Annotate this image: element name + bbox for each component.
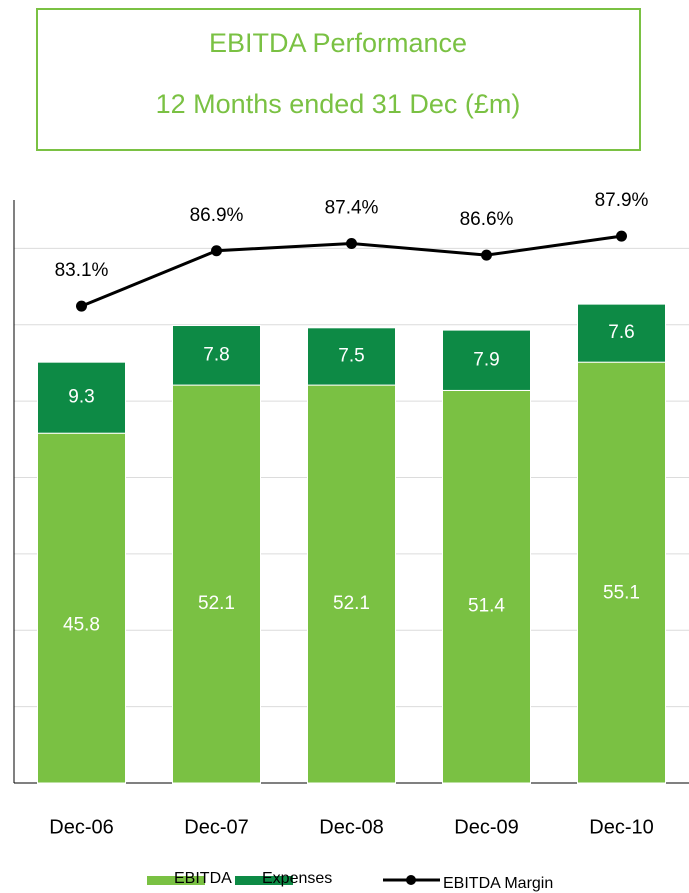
margin-point xyxy=(76,300,87,312)
data-label: 9.3 xyxy=(68,387,94,408)
data-label: 7.9 xyxy=(473,349,499,370)
x-tick-label: Dec-06 xyxy=(49,816,113,838)
margin-label: 86.9% xyxy=(190,205,244,226)
bar-segment xyxy=(172,384,261,784)
margin-point xyxy=(481,249,492,261)
margin-label: 87.4% xyxy=(325,197,379,218)
legend-label: Expenses xyxy=(262,870,332,887)
chart-subtitle: 12 Months ended 31 Dec (£m) xyxy=(156,89,521,119)
bar-segment xyxy=(37,432,126,784)
bar-segment xyxy=(577,303,666,363)
legend-swatch xyxy=(147,876,205,885)
margin-point xyxy=(616,230,627,242)
x-tick-label: Dec-09 xyxy=(454,816,518,838)
bar-segment xyxy=(442,389,531,784)
x-tick-label: Dec-08 xyxy=(319,816,383,838)
data-label: 52.1 xyxy=(198,593,235,614)
legend-swatch xyxy=(235,876,293,885)
margin-point xyxy=(211,245,222,257)
margin-label: 87.9% xyxy=(595,190,649,211)
bar-segment xyxy=(172,325,261,386)
data-label: 7.8 xyxy=(203,344,229,365)
data-label: 7.5 xyxy=(338,345,364,366)
margin-label: 86.6% xyxy=(460,209,514,230)
bar-segment xyxy=(442,329,531,391)
data-label: 52.1 xyxy=(333,593,370,614)
data-label: 55.1 xyxy=(603,583,640,604)
legend-marker xyxy=(406,875,416,885)
margin-label: 83.1% xyxy=(55,260,109,281)
data-label: 45.8 xyxy=(63,615,100,636)
legend-label: EBITDA xyxy=(174,870,232,887)
title-box xyxy=(36,8,641,151)
bar-segment xyxy=(307,327,396,386)
bar-segment xyxy=(577,361,666,784)
bar-segment xyxy=(307,384,396,784)
data-label: 7.6 xyxy=(608,322,634,343)
chart-title: EBITDA Performance xyxy=(209,28,467,58)
margin-point xyxy=(346,237,357,249)
bar-segment xyxy=(37,361,126,434)
x-tick-label: Dec-07 xyxy=(184,816,248,838)
legend-label: EBITDA Margin xyxy=(443,875,553,892)
x-tick-label: Dec-10 xyxy=(589,816,653,838)
data-label: 51.4 xyxy=(468,595,505,616)
